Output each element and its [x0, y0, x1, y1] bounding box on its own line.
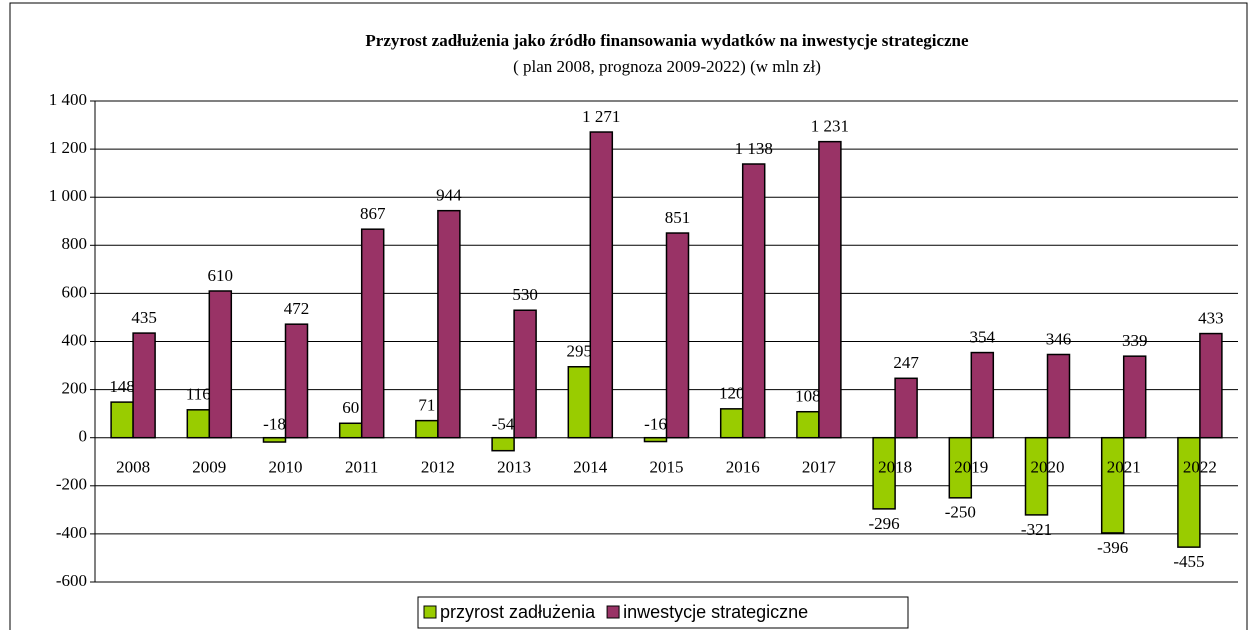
chart-title: Przyrost zadłużenia jako źródło finansow… [365, 31, 969, 50]
x-tick-label: 2019 [954, 458, 988, 477]
x-tick-label: 2018 [878, 458, 912, 477]
value-label: 108 [795, 387, 821, 406]
x-tick-label: 2015 [650, 458, 684, 477]
value-label: 610 [208, 266, 234, 285]
x-tick-label: 2014 [573, 458, 608, 477]
x-tick-label: 2012 [421, 458, 455, 477]
y-tick-label: 400 [62, 330, 88, 349]
value-label: -18 [263, 415, 286, 434]
value-label: 71 [418, 396, 435, 415]
bar [1122, 355, 1147, 439]
value-label: -54 [492, 415, 515, 434]
value-label: 1 138 [735, 139, 773, 158]
value-label: 247 [893, 353, 919, 372]
value-label: 116 [186, 385, 211, 404]
value-label: -396 [1097, 538, 1128, 557]
y-tick-label: 1 000 [49, 186, 87, 205]
y-tick-label: 200 [62, 379, 88, 398]
value-label: 851 [665, 208, 691, 227]
y-tick-label: 800 [62, 234, 88, 253]
bar [894, 377, 918, 439]
bar [415, 419, 439, 439]
bar [567, 366, 592, 439]
bar [360, 228, 385, 439]
bar [262, 436, 287, 443]
bar [719, 408, 744, 439]
bar [208, 290, 233, 439]
value-label: 472 [284, 299, 310, 318]
y-tick-label: 1 200 [49, 138, 87, 157]
y-tick-label: 0 [79, 427, 88, 446]
bar [1177, 436, 1201, 548]
value-label: 1 271 [582, 107, 620, 126]
bar [1024, 436, 1049, 516]
x-tick-label: 2017 [802, 458, 837, 477]
bar [872, 436, 896, 510]
bar [741, 163, 766, 439]
bar [110, 401, 134, 439]
value-label: 295 [567, 342, 593, 361]
y-tick-label: -200 [56, 475, 87, 494]
value-label: 346 [1046, 329, 1072, 348]
value-label: 148 [109, 377, 135, 396]
value-label: 1 231 [811, 117, 849, 136]
value-label: 120 [719, 384, 745, 403]
x-tick-label: 2009 [192, 458, 226, 477]
value-label: -16 [644, 415, 667, 434]
x-tick-label: 2020 [1031, 458, 1065, 477]
value-label: 435 [131, 308, 157, 327]
bar [589, 131, 614, 439]
bar [1046, 353, 1071, 439]
bar [796, 410, 820, 439]
bar [491, 436, 515, 452]
bar [132, 332, 156, 439]
x-tick-label: 2022 [1183, 458, 1217, 477]
value-label: 867 [360, 204, 386, 223]
y-tick-label: 1 400 [49, 90, 87, 109]
value-label: -296 [869, 514, 900, 533]
chart-frame [9, 2, 1248, 630]
value-label: 530 [512, 285, 538, 304]
bar [1199, 332, 1223, 439]
y-tick-label: -400 [56, 523, 87, 542]
value-label: 433 [1198, 308, 1224, 327]
value-label: 944 [436, 186, 462, 205]
bar [948, 436, 973, 499]
y-tick-label: 600 [62, 282, 88, 301]
value-label: 339 [1122, 331, 1148, 350]
y-tick-label: -600 [56, 571, 87, 590]
bar [665, 232, 690, 439]
bar [284, 323, 309, 439]
bar [338, 422, 363, 439]
value-label: -250 [945, 503, 976, 522]
x-tick-label: 2016 [726, 458, 760, 477]
value-label: 354 [970, 327, 996, 346]
legend-swatch [423, 605, 437, 619]
bar [437, 209, 461, 439]
x-tick-label: 2010 [269, 458, 303, 477]
legend: przyrost zadłużenia inwestycje strategicz… [417, 596, 909, 629]
legend-label: inwestycje strategiczne [623, 602, 808, 622]
bar [643, 436, 668, 443]
bar [1100, 436, 1125, 534]
bar [970, 351, 995, 439]
x-tick-label: 2008 [116, 458, 150, 477]
bar [513, 309, 537, 439]
value-label: -455 [1173, 552, 1204, 571]
value-label: 60 [342, 398, 359, 417]
value-label: -321 [1021, 520, 1052, 539]
x-tick-label: 2013 [497, 458, 531, 477]
bar [818, 140, 842, 439]
legend-box [417, 596, 909, 629]
x-tick-label: 2011 [345, 458, 378, 477]
legend-swatch [606, 605, 620, 619]
legend-label: przyrost zadłużenia [440, 602, 596, 622]
x-tick-label: 2021 [1107, 458, 1141, 477]
chart-subtitle: ( plan 2008, prognoza 2009-2022) (w mln … [513, 57, 821, 76]
bar [186, 409, 211, 439]
